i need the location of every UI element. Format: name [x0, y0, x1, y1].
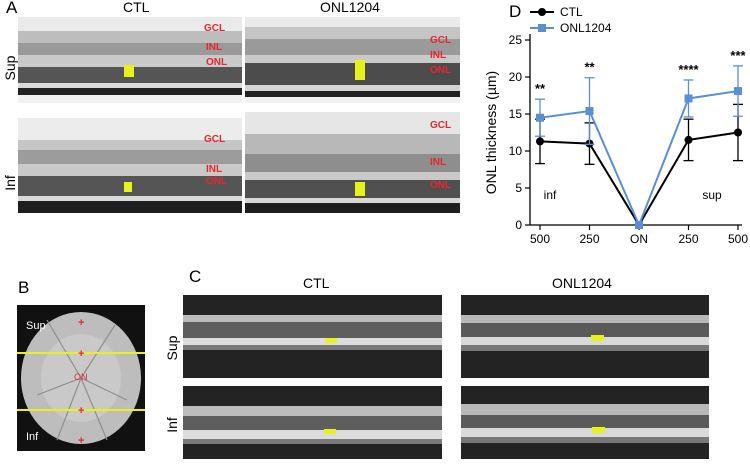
- panel-a-title-onl1204: ONL1204: [320, 0, 380, 15]
- thickness-marker: [324, 429, 336, 434]
- fundus-label-sup: Sup: [26, 320, 46, 332]
- layer-label-gcl: GCL: [204, 134, 226, 145]
- svg-text:+: +: [78, 405, 84, 417]
- histology-inf-onl1204: GCL INL ONL: [245, 112, 460, 213]
- panel-a-row-sup: Sup: [2, 55, 18, 81]
- x-tick-label: 500: [530, 232, 550, 246]
- thickness-marker: [124, 182, 132, 192]
- thickness-marker: [124, 65, 134, 77]
- oct-sup-onl1204: [461, 295, 709, 378]
- panel-letter-b: B: [18, 278, 30, 297]
- series-line-onl1204: [539, 90, 739, 228]
- svg-text:+: +: [78, 317, 84, 329]
- layer-label-inl: INL: [206, 42, 223, 53]
- data-point-onl1204: [684, 94, 693, 103]
- data-point-onl1204: [585, 107, 594, 116]
- data-point-ctl: [536, 137, 544, 146]
- layer-label-inl: INL: [206, 164, 223, 175]
- oct-sup-ctl: [183, 295, 442, 378]
- fundus-label-on: ON: [74, 372, 88, 382]
- series-line-ctl: [539, 131, 739, 227]
- y-tick-label: 20: [509, 70, 523, 84]
- oct-inf-ctl: [183, 386, 442, 459]
- data-point-ctl: [684, 135, 693, 144]
- significance-marker: **: [584, 60, 595, 75]
- layer-label-gcl: GCL: [430, 120, 452, 131]
- svg-text:+: +: [78, 348, 84, 360]
- significance-marker: ****: [678, 62, 699, 77]
- legend-marker: [538, 24, 546, 32]
- x-tick-label: 500: [728, 232, 748, 246]
- thickness-marker: [355, 182, 365, 196]
- panel-a-row-inf: Inf: [2, 175, 18, 191]
- panel-c-title-ctl: CTL: [303, 275, 330, 291]
- panel-c-row-sup: Sup: [164, 335, 180, 361]
- data-point-ctl: [734, 128, 742, 137]
- panel-c-row-inf: Inf: [164, 417, 180, 433]
- data-point-onl1204: [635, 221, 643, 229]
- x-tick-label: ON: [630, 232, 648, 246]
- layer-label-inl: INL: [430, 50, 447, 61]
- region-label-inf: inf: [544, 188, 557, 202]
- layer-label-onl: ONL: [430, 65, 452, 76]
- histology-sup-ctl: GCL INL ONL: [18, 17, 242, 103]
- thickness-marker: [592, 427, 605, 433]
- layer-label-gcl: GCL: [204, 23, 226, 34]
- x-tick-label: 250: [678, 232, 698, 246]
- panel-a-title-ctl: CTL: [123, 0, 150, 15]
- y-tick-label: 5: [515, 181, 522, 195]
- thickness-marker: [325, 338, 337, 343]
- panel-c-title-onl1204: ONL1204: [552, 275, 612, 291]
- x-axis-label: Distance to ON (µm): [579, 248, 689, 250]
- layer-label-gcl: GCL: [430, 35, 452, 46]
- data-point-onl1204: [536, 113, 544, 122]
- y-tick-label: 15: [509, 107, 523, 121]
- layer-label-onl: ONL: [206, 57, 228, 68]
- significance-marker: **: [535, 81, 546, 96]
- data-point-onl1204: [734, 87, 742, 96]
- legend-label: CTL: [560, 5, 583, 19]
- histology-inf-ctl: GCL INL ONL: [18, 118, 242, 213]
- y-tick-label: 10: [509, 144, 523, 158]
- fundus-label-inf: Inf: [26, 431, 39, 443]
- svg-text:+: +: [78, 435, 84, 447]
- y-tick-label: 0: [515, 218, 522, 232]
- histology-sup-onl1204: GCL INL ONL: [245, 17, 460, 103]
- x-tick-label: 250: [579, 232, 599, 246]
- thickness-marker: [591, 335, 604, 341]
- legend-label: ONL1204: [560, 21, 612, 35]
- layer-label-onl: ONL: [430, 180, 452, 191]
- y-tick-label: 25: [509, 33, 523, 47]
- layer-label-inl: INL: [430, 157, 447, 168]
- layer-label-onl: ONL: [206, 176, 228, 187]
- panel-letter-d: D: [509, 2, 522, 21]
- legend-marker: [538, 8, 546, 16]
- region-label-sup: sup: [702, 188, 722, 202]
- fundus-image: + + + + Sup Inf ON: [17, 305, 145, 451]
- significance-marker: ***: [730, 48, 746, 63]
- panel-letter-c: C: [189, 267, 202, 286]
- onl-thickness-chart: 0 5 10 15 20 25 500 250 ON 250 500 Distance to ON (…: [483, 5, 748, 250]
- y-axis-label: ONL thickness (µm): [483, 71, 499, 194]
- thickness-marker: [355, 60, 365, 80]
- panel-letter-a: A: [6, 0, 18, 17]
- oct-inf-onl1204: [461, 386, 709, 459]
